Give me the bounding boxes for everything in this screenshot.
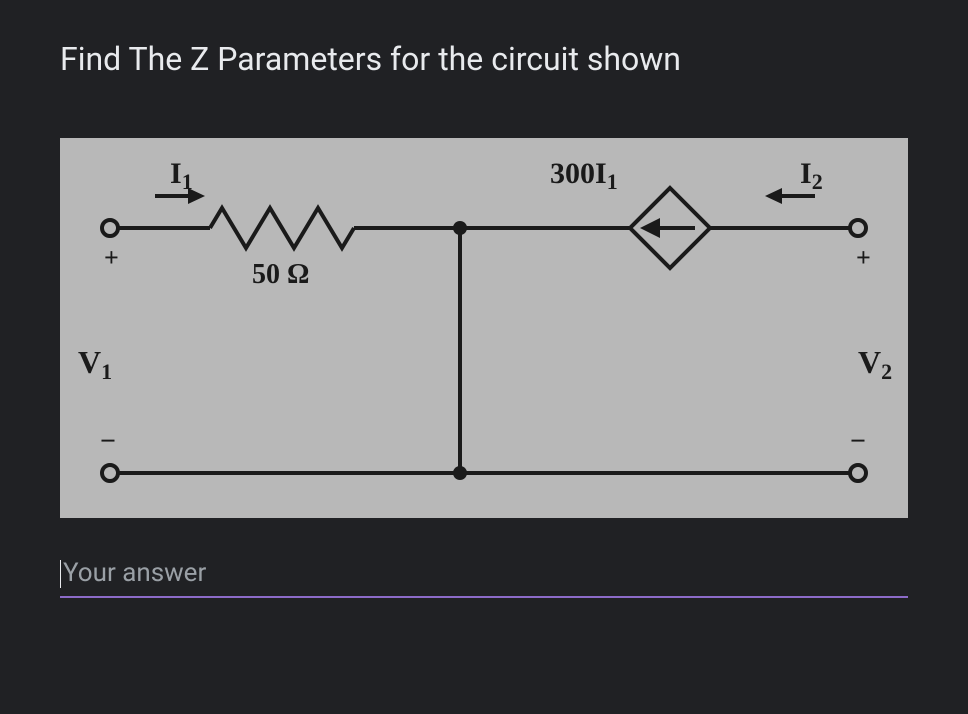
answer-placeholder-text: Your answer	[63, 558, 206, 588]
answer-input-section[interactable]: Your answer	[60, 558, 908, 598]
minus-left: −	[100, 426, 116, 457]
terminal-bottom-left	[102, 465, 118, 481]
terminal-top-left	[102, 220, 118, 236]
text-cursor	[60, 560, 61, 588]
label-v2: V2	[858, 344, 892, 384]
circuit-diagram: I1 I2 50 Ω 300I1 + + V1 V2 − −	[60, 138, 908, 518]
question-title: Find The Z Parameters for the circuit sh…	[60, 40, 908, 78]
label-v1: V1	[78, 344, 112, 384]
minus-right: −	[850, 426, 866, 457]
terminal-top-right	[850, 220, 866, 236]
label-i1: I1	[170, 157, 193, 194]
resistor	[210, 208, 354, 248]
label-i2: I2	[800, 157, 823, 194]
plus-right: +	[856, 243, 871, 272]
terminal-bottom-right	[850, 465, 866, 481]
dep-source-arrow-head	[640, 218, 660, 238]
label-resistor: 50 Ω	[252, 259, 309, 290]
answer-placeholder: Your answer	[60, 558, 908, 588]
label-dep-source: 300I1	[550, 157, 618, 194]
answer-underline	[60, 596, 908, 598]
circuit-svg: I1 I2 50 Ω 300I1 + + V1 V2 − −	[60, 138, 908, 518]
plus-left: +	[104, 243, 119, 272]
i2-arrow-head	[765, 188, 782, 204]
